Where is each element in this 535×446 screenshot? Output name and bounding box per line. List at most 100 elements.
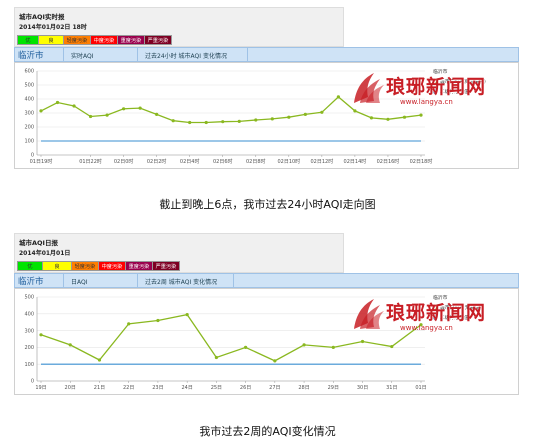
level-excellent: 优: [17, 261, 43, 271]
report-title: 城市AQI实时报: [19, 13, 65, 21]
aqi-data-point: [390, 344, 394, 349]
divider: [247, 48, 248, 61]
city-bar: 临沂市 日AQI 过去2周 城市AQI 变化情况: [14, 273, 519, 288]
x-tick-label: 30日: [357, 385, 368, 391]
divider: [137, 274, 138, 287]
y-tick-label: 300: [24, 328, 34, 334]
watermark-url: www.langya.cn: [400, 324, 453, 332]
chart-area: 0 100 200 300 400 500 19日 20日 21日 22日 23日 24日 25日 26日…: [14, 288, 519, 395]
level-light-pollution: 轻度污染: [63, 35, 91, 45]
x-tick-label: 01日: [415, 385, 426, 391]
y-tick-label: 200: [24, 345, 34, 351]
aqi-data-point: [72, 104, 76, 108]
series-dot-icon: [433, 305, 438, 310]
watermark-text: 琅琊新闻网: [386, 302, 487, 324]
x-tick-label: 27日: [269, 385, 280, 391]
aqi-data-point: [353, 109, 357, 113]
x-tick-label: 02日18时: [410, 158, 433, 165]
x-tick-label: 26日: [240, 385, 251, 391]
city-bar: 临沂市 实时AQI 过去24小时 城市AQI 变化情况: [14, 47, 519, 62]
x-tick-label: 02日12时: [311, 158, 334, 165]
x-tick-label: 20日: [65, 385, 76, 391]
aqi-data-point: [68, 343, 72, 347]
legend-series-label: 城市日AQI(无黄线): [440, 306, 481, 311]
city-name: 临沂市: [18, 277, 44, 287]
metric-label: 日AQI: [71, 279, 88, 286]
aqi-series-line: [40, 96, 422, 124]
level-good: 良: [42, 261, 72, 271]
aqi-data-point: [270, 117, 274, 121]
chart-legend: 临沂市 城市实时AQI(无黄线) 二级标准限值: [433, 68, 486, 95]
y-tick-label: 400: [24, 312, 34, 318]
aqi-data-point: [303, 112, 307, 116]
x-tick-label: 29日: [328, 385, 339, 391]
aqi-series-line: [40, 313, 422, 362]
x-tick-label: 02日4时: [180, 158, 200, 165]
x-tick-label: 02日0时: [114, 158, 134, 165]
aqi-data-point: [214, 355, 218, 360]
aqi-data-point: [122, 107, 126, 111]
legend-standard-label: 二级标准限值: [440, 90, 469, 95]
level-moderate-pollution: 中度污染: [90, 35, 118, 45]
x-tick-label: 02日2时: [147, 158, 167, 165]
aqi-data-point: [39, 109, 43, 113]
aqi-hourly-panel: 城市AQI实时报 2014年01月02日 18时 优 良 轻度污染 中度污染 重…: [14, 7, 519, 169]
chart-heading: 过去24小时 城市AQI 变化情况: [145, 53, 227, 60]
standard-dot-icon: [433, 315, 438, 320]
watermark: 琅琊新闻网 www.langya.cn: [350, 67, 500, 113]
aqi-data-point: [244, 345, 248, 349]
level-good: 良: [38, 35, 64, 45]
caption-hourly: 截止到晚上6点，我市过去24小时AQI走向图: [159, 198, 376, 211]
aqi-data-point: [386, 117, 390, 121]
x-tick-label: 02日8时: [246, 158, 266, 165]
aqi-data-point: [302, 343, 306, 347]
y-tick-label: 0: [31, 153, 34, 159]
aqi-data-point: [254, 118, 258, 122]
watermark-text: 琅琊新闻网: [386, 76, 487, 98]
level-light-pollution: 轻度污染: [71, 261, 99, 271]
aqi-data-point: [55, 100, 60, 105]
divider: [63, 48, 64, 61]
x-tick-label: 02日16时: [377, 158, 400, 165]
divider: [63, 274, 64, 287]
aqi-data-point: [419, 323, 423, 327]
aqi-data-point: [156, 318, 160, 323]
x-tick-label: 28日: [298, 385, 309, 391]
y-tick-label: 400: [24, 97, 34, 103]
y-tick-label: 500: [24, 295, 34, 301]
aqi-data-point: [419, 113, 423, 117]
langya-logo-icon: [354, 299, 384, 329]
aqi-level-legend: 优 良 轻度污染 中度污染 重度污染 严重污染: [17, 261, 180, 271]
aqi-data-point: [204, 120, 208, 125]
aqi-data-point: [39, 333, 43, 337]
report-date: 2014年01月01日: [19, 250, 71, 257]
aqi-data-point: [138, 106, 142, 110]
x-tick-label: 21日: [94, 385, 105, 391]
aqi-data-point: [171, 119, 175, 123]
legend-row-series: 城市日AQI(无黄线): [433, 304, 481, 311]
aqi-level-legend: 优 良 轻度污染 中度污染 重度污染 严重污染: [17, 35, 172, 45]
aqi-data-point: [273, 359, 277, 363]
x-tick-label: 01日22时: [79, 158, 102, 165]
report-header: 城市AQI日报 2014年01月01日 优 良 轻度污染 中度污染 重度污染 严…: [14, 233, 344, 273]
level-heavy-pollution: 重度污染: [117, 35, 145, 45]
divider: [137, 48, 138, 61]
aqi-data-point: [369, 116, 374, 120]
level-severe-pollution: 严重污染: [144, 35, 172, 45]
x-tick-label: 31日: [386, 385, 397, 391]
level-moderate-pollution: 中度污染: [98, 261, 126, 271]
report-date: 2014年01月02日 18时: [19, 24, 87, 31]
legend-series-label: 城市实时AQI(无黄线): [440, 80, 486, 85]
x-tick-label: 02日6时: [213, 158, 233, 165]
chart-area: 0 100 200 300 400 500 600 01日19时 01日22时 02日0时 02日2…: [14, 62, 519, 169]
level-severe-pollution: 严重污染: [152, 261, 180, 271]
legend-title: 临沂市: [433, 70, 448, 75]
watermark: 琅琊新闻网 www.langya.cn: [350, 293, 500, 339]
aqi-data-point: [237, 119, 241, 123]
aqi-data-point: [88, 114, 93, 119]
x-tick-label: 25日: [211, 385, 222, 391]
aqi-data-point: [320, 110, 324, 114]
y-tick-label: 300: [24, 111, 34, 117]
y-tick-label: 500: [24, 83, 34, 89]
watermark-url: www.langya.cn: [400, 98, 453, 106]
